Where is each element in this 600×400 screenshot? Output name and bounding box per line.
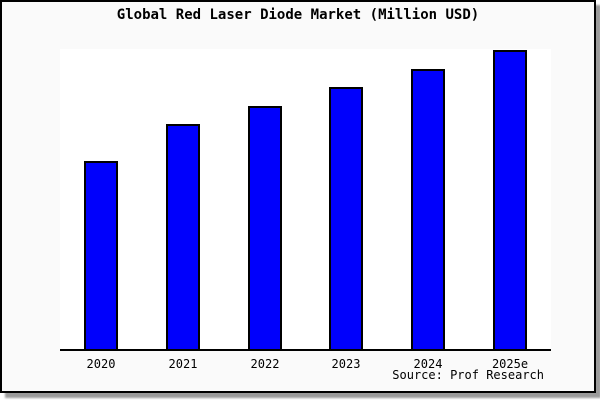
plot-area xyxy=(60,49,551,351)
bar-2024 xyxy=(411,69,445,349)
x-axis-label-2021: 2021 xyxy=(168,357,198,371)
chart-window: Global Red Laser Diode Market (Million U… xyxy=(0,0,596,393)
bar-2025e xyxy=(493,50,527,349)
bar-2020 xyxy=(84,161,118,349)
x-axis-label-2024: 2024 xyxy=(413,357,443,371)
source-credit: Source: Prof Research xyxy=(392,368,544,382)
bar-2021 xyxy=(166,124,200,349)
chart-title: Global Red Laser Diode Market (Million U… xyxy=(116,7,480,23)
bar-2022 xyxy=(248,106,282,349)
bar-2023 xyxy=(329,87,363,349)
x-axis-label-2022: 2022 xyxy=(250,357,280,371)
x-axis-label-2025e: 2025e xyxy=(491,357,529,371)
x-axis-label-2023: 2023 xyxy=(331,357,361,371)
x-axis-label-2020: 2020 xyxy=(86,357,116,371)
